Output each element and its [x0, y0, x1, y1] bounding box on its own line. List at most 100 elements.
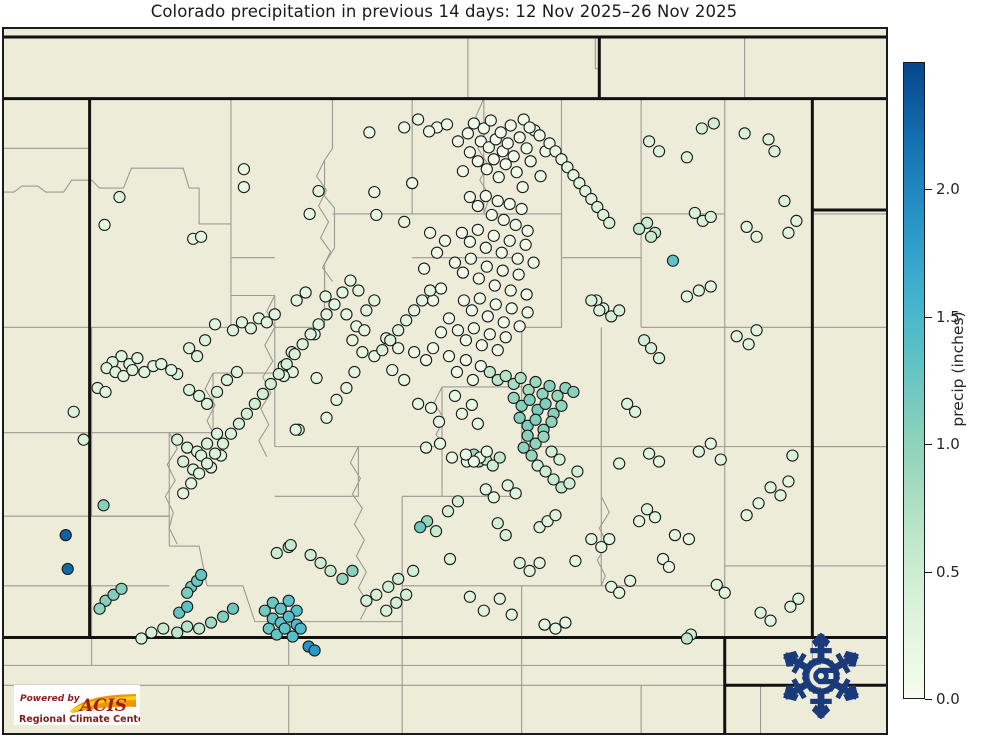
precip-marker[interactable] — [330, 393, 343, 407]
precip-marker[interactable] — [248, 397, 261, 410]
precip-marker[interactable] — [520, 142, 533, 155]
precip-marker[interactable] — [456, 165, 470, 178]
precip-marker[interactable] — [310, 371, 323, 385]
precip-marker[interactable] — [493, 451, 506, 464]
precip-marker[interactable] — [441, 505, 455, 518]
precip-marker[interactable] — [509, 487, 522, 500]
precip-marker[interactable] — [467, 455, 480, 468]
precip-marker[interactable] — [786, 449, 799, 462]
precip-marker[interactable] — [471, 223, 484, 236]
precip-marker[interactable] — [308, 644, 321, 657]
precip-marker[interactable] — [240, 407, 254, 420]
precip-marker[interactable] — [352, 284, 365, 297]
precip-marker[interactable] — [286, 630, 299, 643]
precip-marker[interactable] — [312, 184, 325, 198]
precip-marker[interactable] — [192, 389, 206, 403]
precip-marker[interactable] — [521, 224, 534, 237]
precip-marker[interactable] — [516, 180, 529, 194]
precip-marker[interactable] — [181, 586, 194, 599]
precip-marker[interactable] — [445, 451, 459, 464]
precip-marker[interactable] — [742, 338, 755, 351]
precip-marker[interactable] — [59, 529, 72, 542]
precip-marker[interactable] — [126, 363, 139, 377]
precip-marker[interactable] — [652, 145, 666, 158]
precip-marker[interactable] — [652, 455, 666, 468]
precip-marker[interactable] — [98, 218, 111, 232]
precip-marker[interactable] — [200, 397, 214, 410]
precip-marker[interactable] — [642, 135, 656, 148]
precip-marker[interactable] — [77, 433, 90, 446]
precip-marker[interactable] — [192, 622, 206, 635]
precip-marker[interactable] — [680, 632, 694, 645]
precip-marker[interactable] — [117, 369, 130, 383]
precip-marker[interactable] — [482, 141, 495, 154]
precip-marker[interactable] — [319, 290, 332, 303]
precip-marker[interactable] — [504, 284, 517, 297]
precip-marker[interactable] — [523, 121, 536, 134]
precip-marker[interactable] — [644, 230, 658, 243]
precip-marker[interactable] — [553, 453, 566, 466]
precip-marker[interactable] — [503, 234, 516, 247]
precip-marker[interactable] — [465, 304, 479, 317]
precip-marker[interactable] — [514, 371, 527, 385]
precip-marker[interactable] — [113, 190, 126, 204]
precip-marker[interactable] — [270, 546, 283, 560]
precip-marker[interactable] — [464, 252, 478, 265]
precip-marker[interactable] — [571, 465, 584, 478]
precip-marker[interactable] — [487, 491, 500, 504]
precip-marker[interactable] — [191, 350, 204, 363]
precip-marker[interactable] — [764, 481, 777, 494]
precip-marker[interactable] — [680, 151, 694, 164]
precip-marker[interactable] — [613, 586, 626, 599]
precip-marker[interactable] — [386, 363, 399, 377]
precip-marker[interactable] — [487, 229, 500, 242]
precip-marker[interactable] — [274, 602, 287, 615]
precip-marker[interactable] — [714, 453, 727, 466]
precip-marker[interactable] — [559, 616, 572, 629]
precip-marker[interactable] — [392, 342, 405, 355]
precip-marker[interactable] — [480, 163, 493, 176]
precip-marker[interactable] — [451, 135, 465, 148]
precip-marker[interactable] — [256, 387, 269, 401]
precip-marker[interactable] — [268, 308, 281, 321]
map-panel[interactable]: Powered by ACIS Regional Climate Centers — [2, 27, 888, 735]
precip-marker[interactable] — [707, 117, 720, 130]
precip-marker[interactable] — [503, 197, 516, 211]
precip-marker[interactable] — [183, 342, 196, 355]
precip-marker[interactable] — [695, 122, 708, 135]
precip-marker[interactable] — [224, 427, 238, 440]
precip-marker[interactable] — [505, 608, 518, 621]
precip-marker[interactable] — [438, 234, 452, 247]
precip-marker[interactable] — [115, 350, 128, 363]
precip-marker[interactable] — [790, 214, 803, 228]
precip-marker[interactable] — [491, 194, 504, 208]
precip-marker[interactable] — [555, 399, 568, 412]
precip-marker[interactable] — [463, 146, 477, 159]
precip-marker[interactable] — [181, 600, 194, 613]
precip-marker[interactable] — [624, 574, 637, 587]
precip-marker[interactable] — [165, 363, 178, 377]
precip-marker[interactable] — [537, 430, 550, 443]
precip-marker[interactable] — [368, 185, 381, 199]
precip-marker[interactable] — [523, 564, 536, 578]
precip-marker[interactable] — [455, 226, 469, 239]
precip-marker[interactable] — [406, 177, 419, 190]
precip-marker[interactable] — [621, 397, 634, 410]
precip-marker[interactable] — [754, 606, 767, 619]
precip-marker[interactable] — [491, 517, 504, 530]
precip-marker[interactable] — [294, 622, 307, 635]
precip-marker[interactable] — [171, 433, 184, 446]
precip-marker[interactable] — [177, 455, 190, 468]
precip-marker[interactable] — [376, 344, 389, 357]
precip-marker[interactable] — [497, 213, 510, 227]
precip-marker[interactable] — [461, 127, 475, 140]
precip-marker[interactable] — [448, 256, 462, 269]
precip-marker[interactable] — [138, 365, 151, 379]
precip-marker[interactable] — [497, 316, 510, 329]
precip-marker[interactable] — [400, 314, 413, 327]
precip-marker[interactable] — [499, 529, 512, 542]
precip-marker[interactable] — [730, 330, 743, 343]
precip-marker[interactable] — [505, 302, 518, 315]
precip-marker[interactable] — [680, 290, 694, 303]
precip-marker[interactable] — [226, 324, 240, 337]
